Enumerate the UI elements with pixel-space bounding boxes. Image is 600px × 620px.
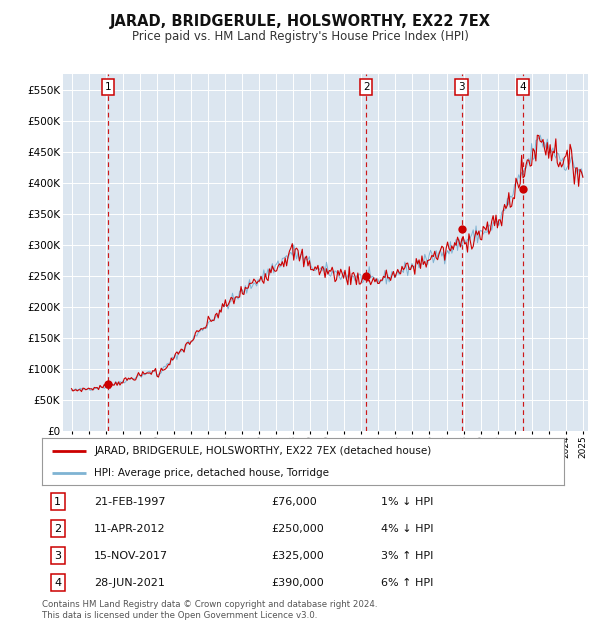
Text: 3: 3 <box>54 551 61 560</box>
Text: JARAD, BRIDGERULE, HOLSWORTHY, EX22 7EX: JARAD, BRIDGERULE, HOLSWORTHY, EX22 7EX <box>110 14 491 29</box>
Text: Price paid vs. HM Land Registry's House Price Index (HPI): Price paid vs. HM Land Registry's House … <box>131 30 469 43</box>
Text: 2: 2 <box>54 524 61 534</box>
Text: £76,000: £76,000 <box>272 497 317 507</box>
Text: 28-JUN-2021: 28-JUN-2021 <box>94 578 165 588</box>
Text: HPI: Average price, detached house, Torridge: HPI: Average price, detached house, Torr… <box>94 468 329 478</box>
Text: JARAD, BRIDGERULE, HOLSWORTHY, EX22 7EX (detached house): JARAD, BRIDGERULE, HOLSWORTHY, EX22 7EX … <box>94 446 431 456</box>
Text: 1: 1 <box>54 497 61 507</box>
Text: 15-NOV-2017: 15-NOV-2017 <box>94 551 169 560</box>
Text: £250,000: £250,000 <box>272 524 325 534</box>
Text: 2: 2 <box>363 82 370 92</box>
Text: 21-FEB-1997: 21-FEB-1997 <box>94 497 166 507</box>
Text: 4% ↓ HPI: 4% ↓ HPI <box>382 524 434 534</box>
Text: £325,000: £325,000 <box>272 551 325 560</box>
Text: 11-APR-2012: 11-APR-2012 <box>94 524 166 534</box>
Text: 3% ↑ HPI: 3% ↑ HPI <box>382 551 434 560</box>
Text: 6% ↑ HPI: 6% ↑ HPI <box>382 578 434 588</box>
Text: 4: 4 <box>54 578 61 588</box>
Text: £390,000: £390,000 <box>272 578 325 588</box>
Text: Contains HM Land Registry data © Crown copyright and database right 2024.
This d: Contains HM Land Registry data © Crown c… <box>42 600 377 619</box>
Text: 3: 3 <box>458 82 465 92</box>
Text: 1% ↓ HPI: 1% ↓ HPI <box>382 497 434 507</box>
Text: 1: 1 <box>104 82 111 92</box>
Text: 4: 4 <box>520 82 526 92</box>
